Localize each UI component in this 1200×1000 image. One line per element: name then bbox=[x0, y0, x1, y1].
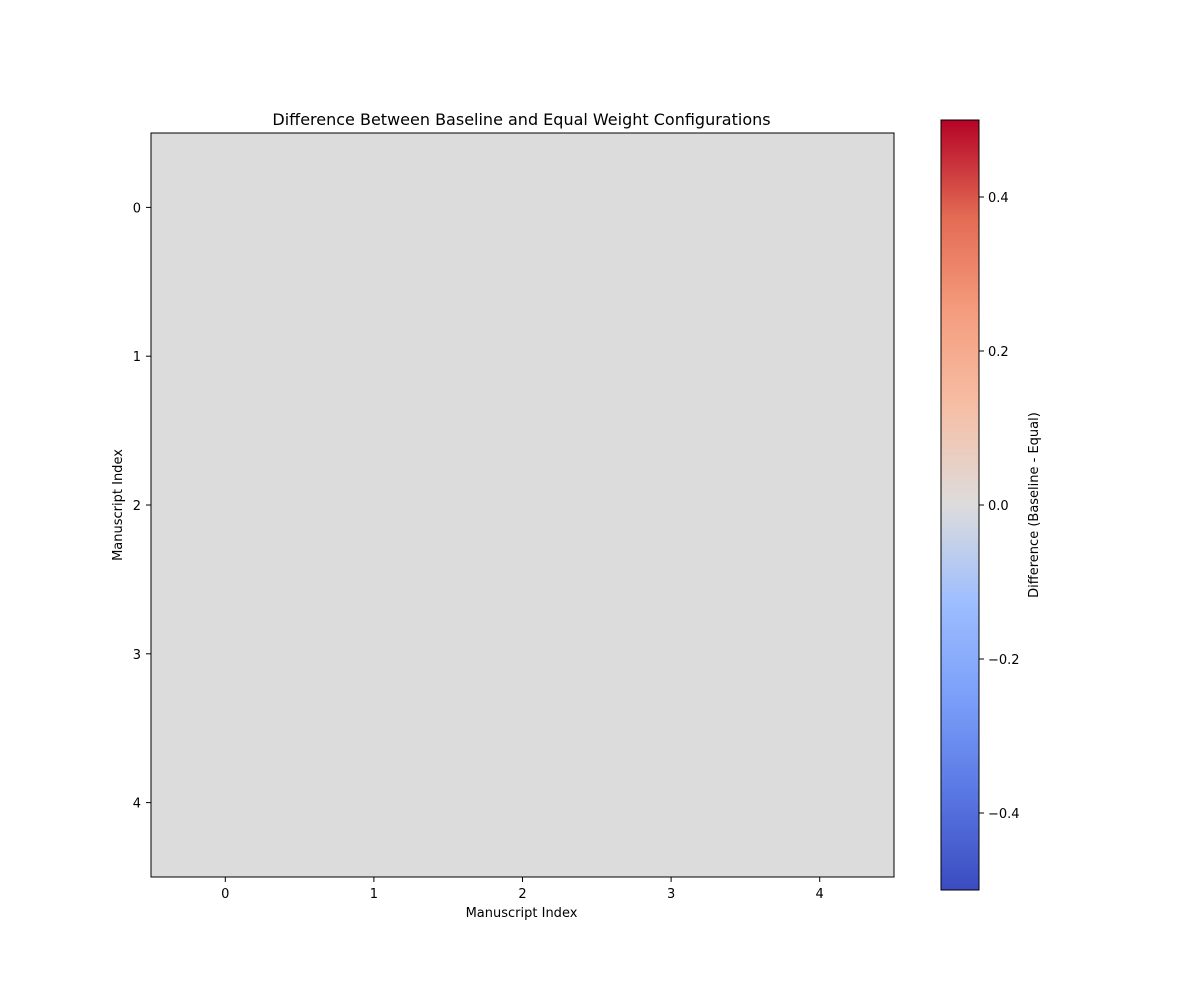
heatmap-cell bbox=[299, 728, 449, 878]
heatmap-cell bbox=[151, 133, 301, 283]
heatmap-cell bbox=[151, 281, 301, 432]
heatmap-cell bbox=[448, 430, 598, 580]
heatmap-cell bbox=[151, 728, 301, 878]
y-tick-label: 3 bbox=[133, 648, 141, 663]
colorbar-label: Difference (Baseline - Equal) bbox=[1027, 412, 1042, 598]
x-tick-label: 4 bbox=[816, 887, 824, 902]
y-tick-label: 1 bbox=[133, 350, 141, 365]
heatmap-cell bbox=[596, 430, 746, 580]
heatmap-cell bbox=[299, 430, 449, 580]
x-tick-label: 2 bbox=[518, 887, 526, 902]
x-tick-label: 3 bbox=[667, 887, 675, 902]
y-tick-label: 0 bbox=[133, 201, 141, 216]
colorbar bbox=[940, 119, 980, 891]
heatmap-cell bbox=[745, 728, 895, 878]
x-axis-label: Manuscript Index bbox=[466, 906, 578, 921]
x-tick-label: 1 bbox=[370, 887, 378, 902]
y-tick-label: 4 bbox=[133, 797, 141, 812]
chart-title: Difference Between Baseline and Equal We… bbox=[272, 110, 770, 129]
x-tick-label: 0 bbox=[221, 887, 229, 902]
heatmap-cell bbox=[151, 430, 301, 580]
heatmap-cell bbox=[596, 281, 746, 432]
colorbar-tick-label: 0.4 bbox=[988, 191, 1009, 206]
heatmap-cell bbox=[596, 579, 746, 729]
y-axis-label: Manuscript Index bbox=[111, 449, 126, 561]
colorbar-tick-label: 0.2 bbox=[988, 345, 1009, 360]
heatmap-cell bbox=[299, 133, 449, 283]
colorbar-ticks: −0.4 −0.2 0.0 0.2 0.4 bbox=[979, 191, 1020, 822]
heatmap-cell bbox=[151, 579, 301, 729]
heatmap-cell bbox=[299, 579, 449, 729]
y-tick-label: 2 bbox=[133, 499, 141, 514]
heatmap-cell bbox=[448, 281, 598, 432]
colorbar-tick-label: −0.4 bbox=[988, 807, 1020, 822]
heatmap-cell bbox=[596, 728, 746, 878]
heatmap-cell bbox=[745, 430, 895, 580]
colorbar-tick-label: −0.2 bbox=[988, 653, 1020, 668]
x-axis-ticks: 0 1 2 3 4 bbox=[221, 877, 824, 902]
heatmap-cell bbox=[745, 579, 895, 729]
heatmap-cell bbox=[745, 133, 895, 283]
heatmap-cell bbox=[448, 133, 598, 283]
heatmap-cell bbox=[745, 281, 895, 432]
heatmap-cell bbox=[448, 579, 598, 729]
y-axis-ticks: 0 1 2 3 4 bbox=[133, 201, 151, 812]
heatmap-cell bbox=[448, 728, 598, 878]
heatmap-cell bbox=[299, 281, 449, 432]
heatmap-cell bbox=[596, 133, 746, 283]
heatmap-cells bbox=[151, 133, 895, 878]
colorbar-tick-label: 0.0 bbox=[988, 499, 1009, 514]
